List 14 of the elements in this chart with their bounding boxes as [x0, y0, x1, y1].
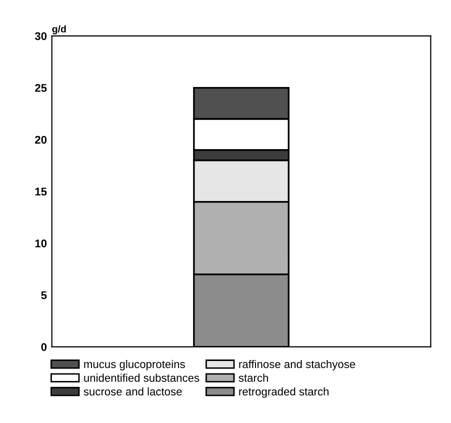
y-tick-label: 0 [41, 343, 47, 351]
legend-label: sucrose and lactose [84, 387, 182, 396]
y-tick-label: 15 [35, 188, 47, 196]
y-tick-label: 20 [35, 136, 47, 144]
legend-label: raffinose and stachyose [239, 360, 356, 370]
legend-label: mucus glucoproteins [84, 360, 185, 370]
legend-label: unidentified substances [84, 374, 200, 382]
y-tick-label: 5 [41, 291, 47, 300]
y-tick-label: 25 [35, 84, 47, 92]
y-tick-label: 10 [35, 239, 47, 248]
y-axis-title: g/d [52, 25, 66, 34]
legend-label: starch [238, 374, 268, 382]
legend-label: retrograded starch [239, 387, 329, 398]
y-tick-label: 30 [34, 32, 47, 40]
